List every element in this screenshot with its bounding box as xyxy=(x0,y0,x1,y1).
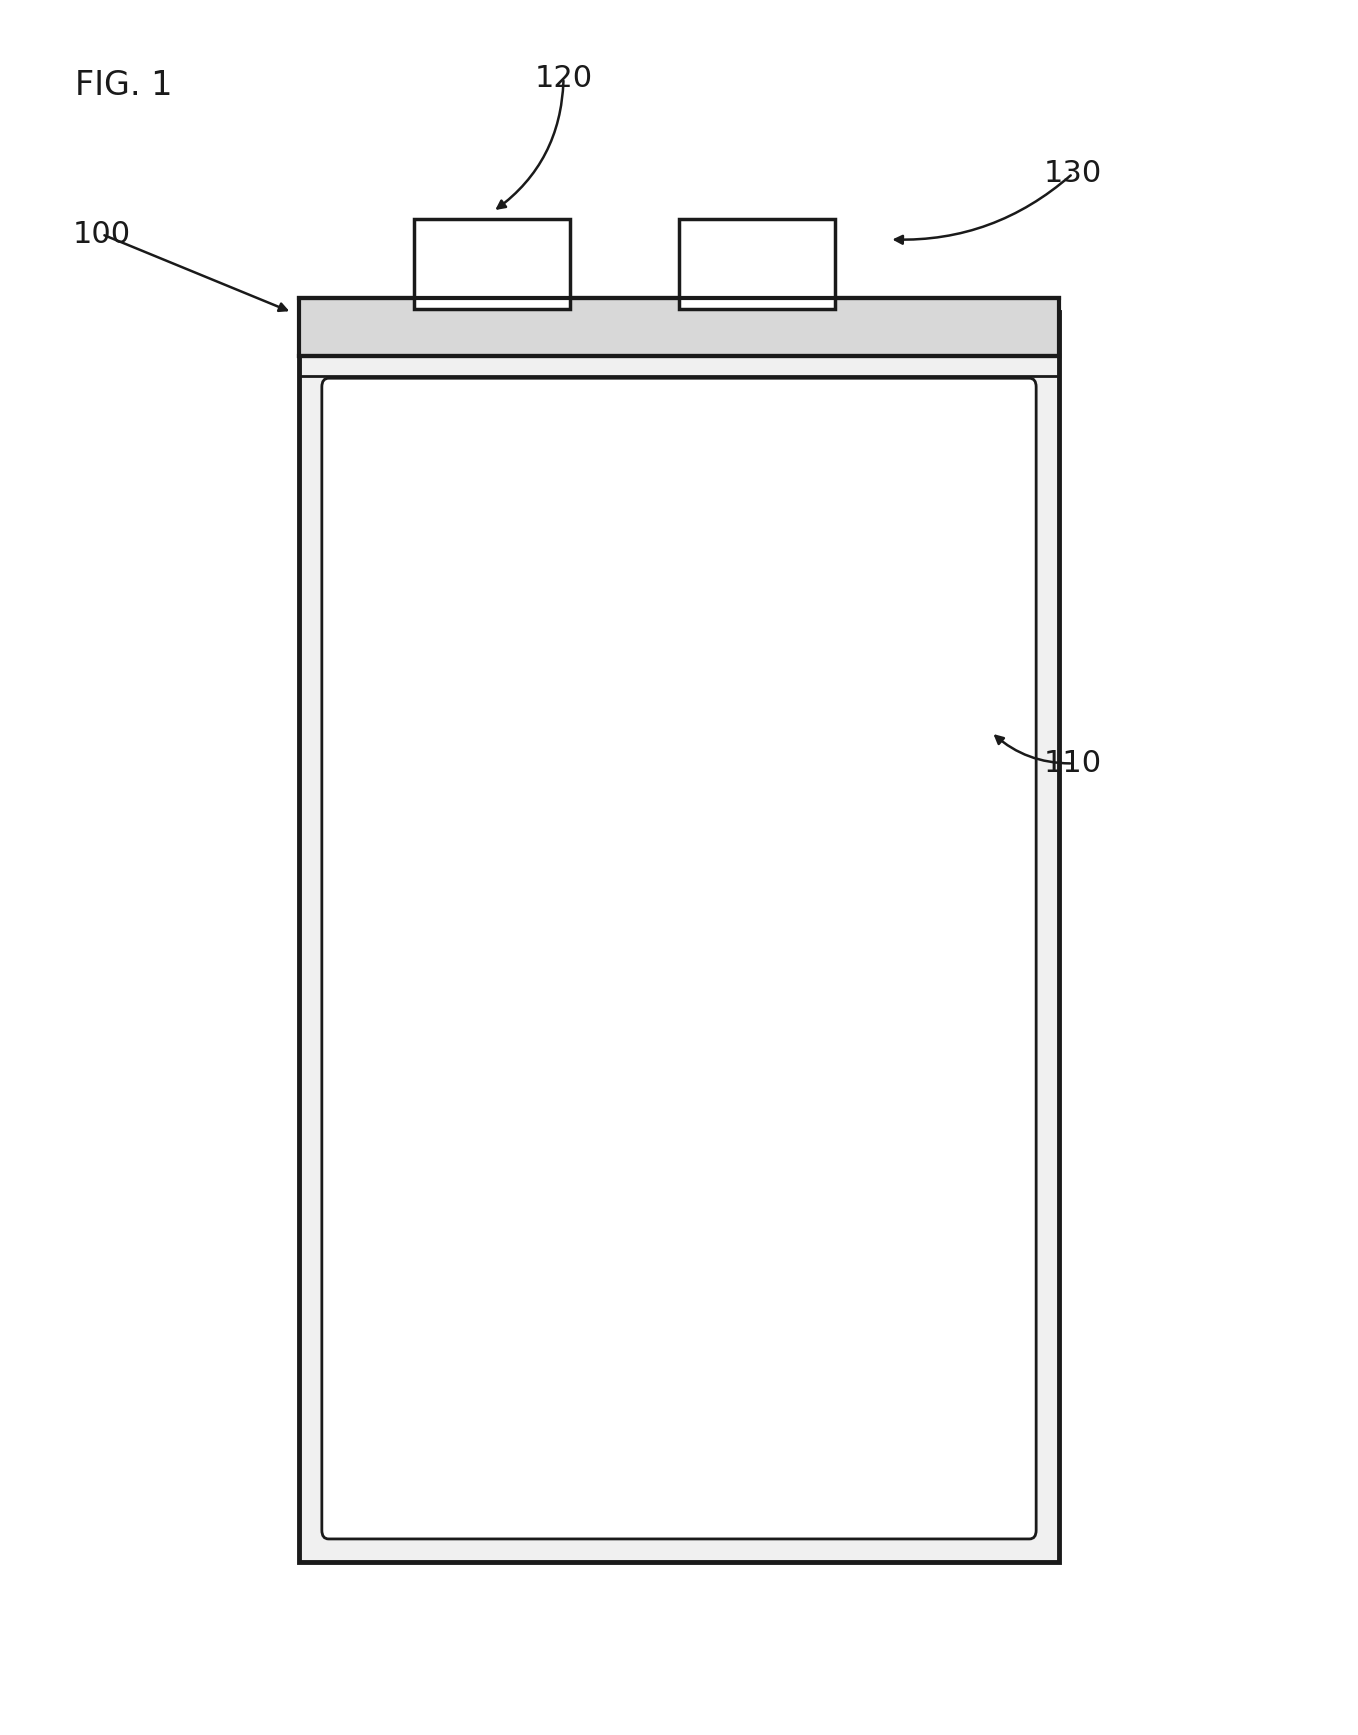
Bar xyxy=(299,298,1059,356)
Bar xyxy=(414,219,570,309)
Text: 100: 100 xyxy=(73,220,130,248)
Bar xyxy=(679,219,835,309)
Text: 120: 120 xyxy=(535,64,592,92)
FancyBboxPatch shape xyxy=(299,312,1059,1562)
Text: FIG. 1: FIG. 1 xyxy=(75,69,172,102)
Text: 130: 130 xyxy=(1044,160,1101,187)
Text: 110: 110 xyxy=(1044,750,1101,777)
FancyBboxPatch shape xyxy=(322,378,1036,1539)
